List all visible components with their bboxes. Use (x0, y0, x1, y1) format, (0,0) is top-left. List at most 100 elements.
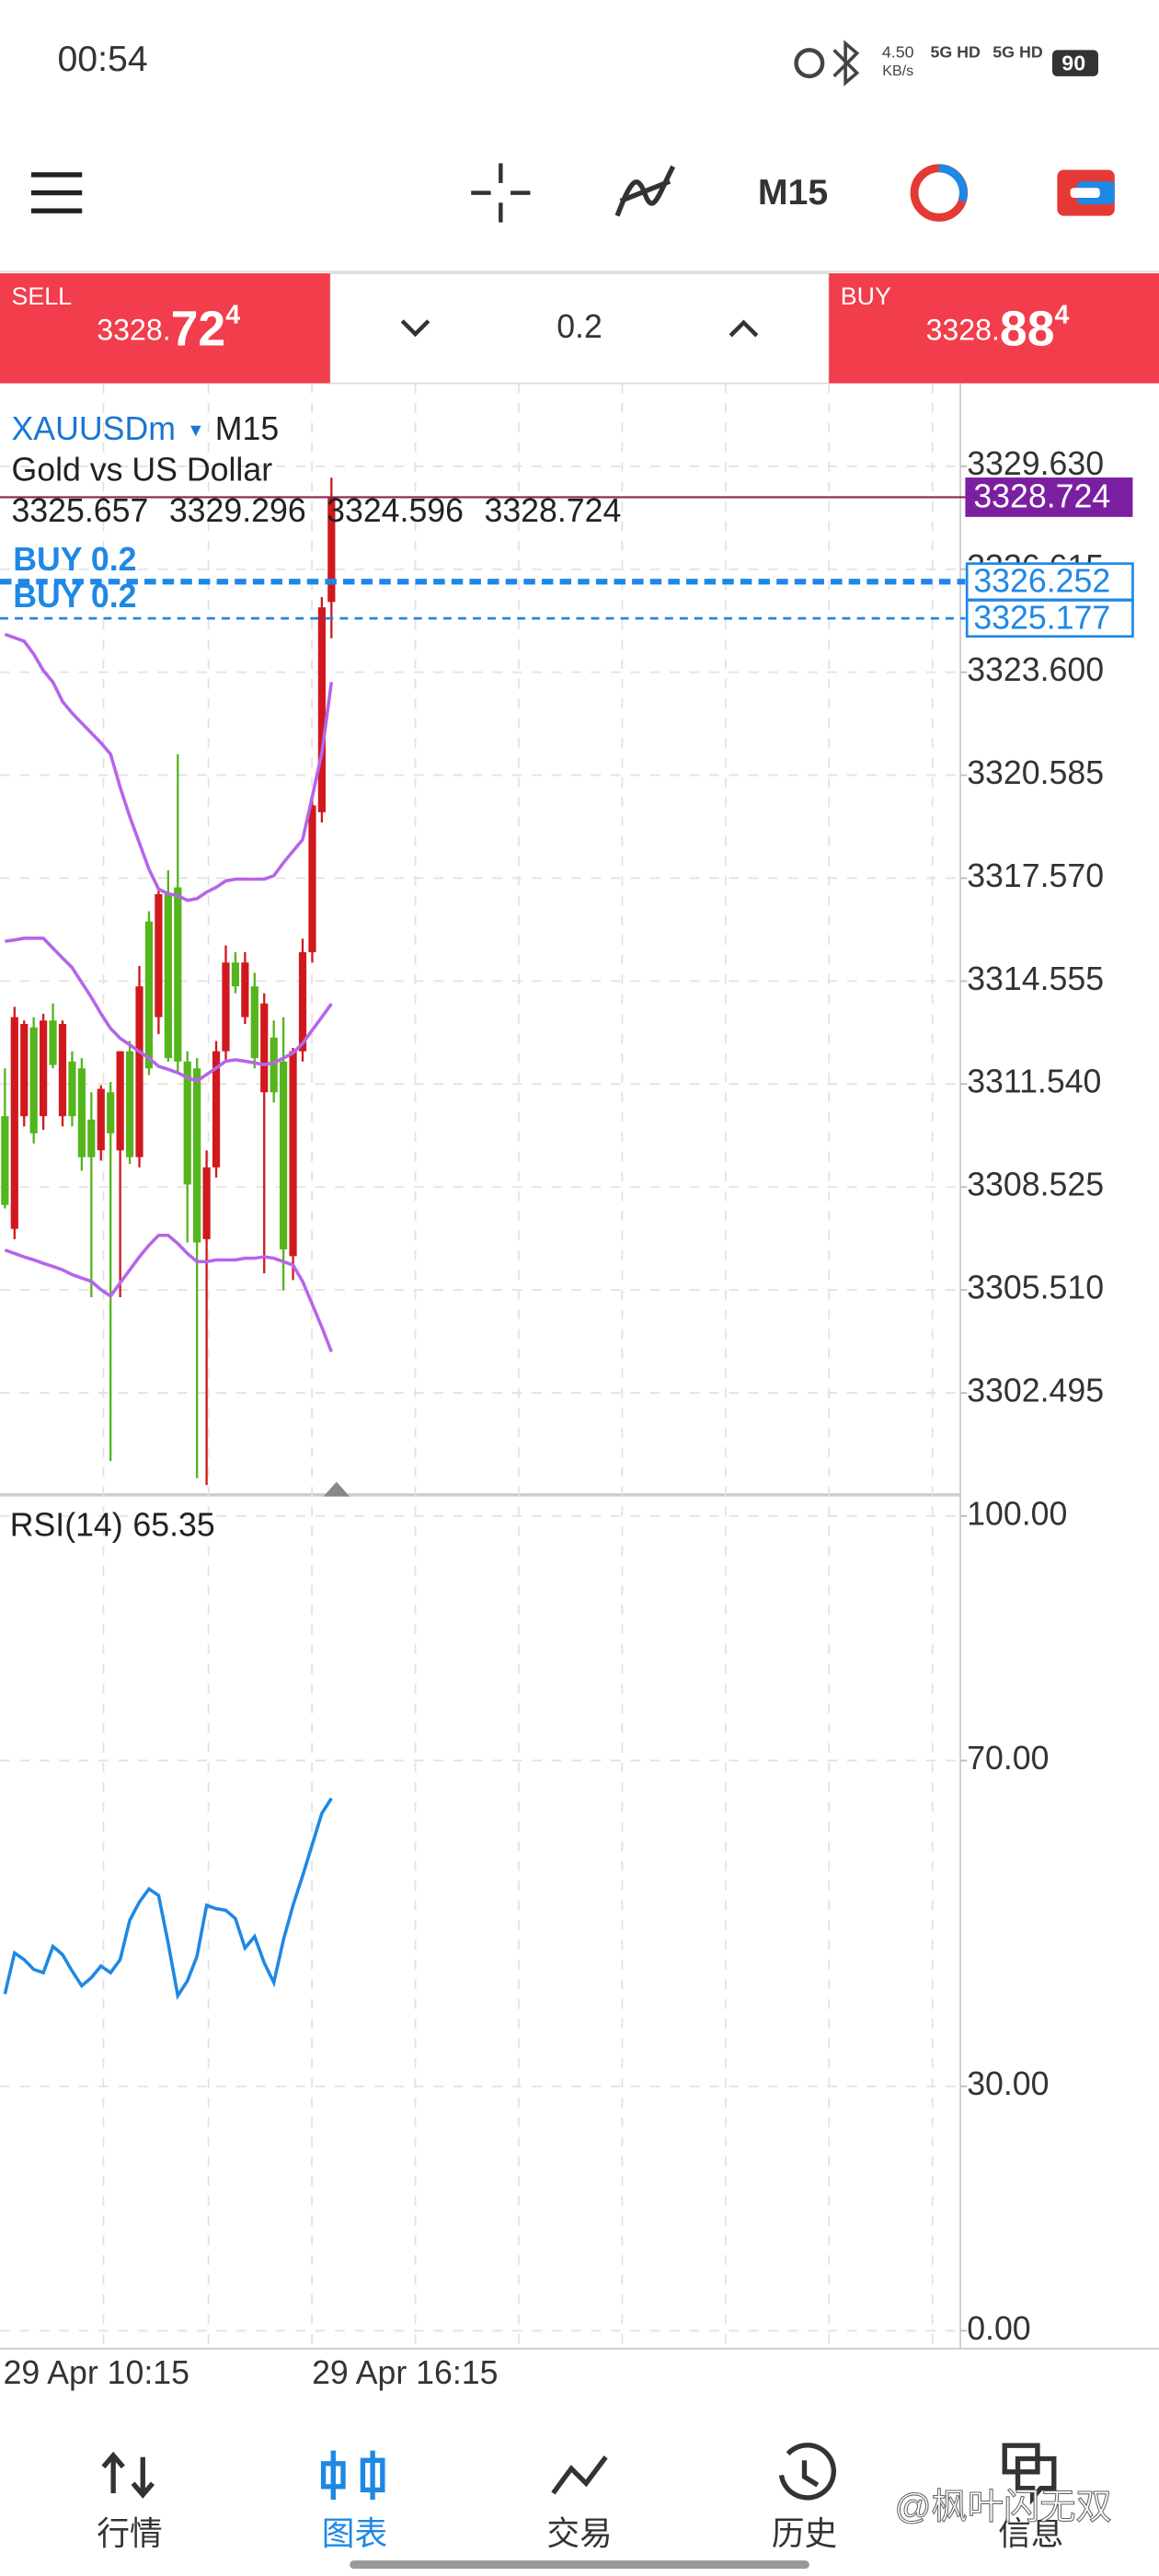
icon-arc (938, 164, 968, 203)
y-tick-label: 3311.540 (967, 1064, 1101, 1100)
candle-body (250, 986, 258, 1059)
candle-body (222, 962, 230, 1052)
rsi-tick-label: 100.00 (967, 1495, 1067, 1532)
buy-button[interactable] (829, 273, 1159, 384)
candle-body (97, 1088, 105, 1151)
volume-value: 0.2 (557, 308, 602, 345)
candle-body (174, 887, 182, 1062)
candle-body (155, 893, 163, 1018)
menu-button[interactable] (30, 172, 83, 213)
candle-body (144, 921, 154, 1069)
sell-price: 3328.724 (97, 300, 240, 356)
nav-item[interactable]: 交易 (546, 2455, 613, 2552)
nav-label: 信息 (998, 2515, 1063, 2552)
price-sup: 4 (225, 300, 240, 329)
nav-label: 历史 (772, 2515, 837, 2552)
crosshair-button[interactable] (471, 163, 531, 223)
icon-bar (1070, 188, 1100, 198)
net-speed: 4.50 (882, 43, 914, 62)
nav-item[interactable]: 历史 (772, 2443, 837, 2552)
nav-label: 行情 (97, 2515, 162, 2552)
rsi-tick-label: 30.00 (967, 2065, 1049, 2102)
price-main: 72 (171, 302, 226, 356)
nav-icon (551, 2455, 608, 2495)
nav-item[interactable]: 行情 (97, 2451, 163, 2552)
candle-body (40, 1020, 48, 1117)
y-tick-label: 3320.585 (967, 754, 1104, 791)
candle-body (58, 1023, 67, 1117)
y-tick-label: 3302.495 (967, 1372, 1104, 1409)
candle-body (164, 893, 172, 1059)
network: 5G HD (930, 43, 981, 62)
candle-body (308, 805, 316, 953)
candle-body (68, 1061, 76, 1117)
volume-up[interactable] (729, 319, 759, 338)
candle-body (289, 1051, 297, 1257)
bluetooth-icon (832, 40, 860, 86)
y-tick-label: 3314.555 (967, 960, 1104, 997)
trade-button[interactable] (1057, 169, 1115, 216)
y-tick-label: 3323.600 (967, 651, 1104, 688)
price-prefix: 3328. (926, 314, 1000, 347)
x-label: 29 Apr 10:15 (4, 2354, 189, 2391)
sell-button[interactable] (0, 273, 330, 384)
battery-level: 90 (1061, 52, 1085, 75)
ohlc-value: 3325.657 (11, 492, 148, 529)
price-label: 3326.252 (973, 562, 1110, 599)
candle-body (317, 607, 326, 812)
nav-icon (1002, 2443, 1057, 2505)
candle-body (231, 962, 240, 987)
ohlc-value: 3329.296 (169, 492, 306, 529)
timeframe-button[interactable]: M15 (758, 172, 828, 213)
nav-item[interactable]: 图表 (320, 2450, 387, 2552)
price-label: 3328.724 (973, 478, 1110, 515)
nav-item[interactable]: 信息 (998, 2443, 1063, 2552)
battery-icon (1051, 50, 1098, 76)
volume-down[interactable] (400, 319, 430, 338)
alarm-icon (794, 48, 825, 79)
y-tick-label: 3329.630 (967, 445, 1104, 482)
ohlc-value: 3328.724 (484, 492, 621, 529)
rsi-header: RSI(14) 65.35 (10, 1507, 215, 1544)
candle-body (183, 1061, 191, 1185)
sell-label: SELL (11, 282, 71, 310)
chart-timeframe: M15 (215, 410, 279, 447)
y-tick-label: 3305.510 (967, 1270, 1104, 1306)
indicator-button[interactable] (614, 165, 676, 217)
y-tick-label: 3317.570 (967, 857, 1104, 894)
candle-body (260, 1003, 269, 1093)
symbol-marker: ▾ (190, 418, 201, 442)
rsi-tick-label: 0.00 (967, 2310, 1030, 2347)
candle-body (327, 497, 336, 603)
rsi-line (3, 1797, 333, 2000)
net-unit: KB/s (882, 63, 913, 79)
candle-body (49, 1020, 57, 1065)
nav-icon (101, 2451, 155, 2499)
bollinger-upper (4, 632, 334, 903)
candle-body (298, 952, 307, 1052)
rsi-label: RSI(14) (10, 1507, 123, 1544)
candle-body (116, 1051, 124, 1151)
panel-handle[interactable] (323, 1481, 350, 1497)
candle-body (107, 1092, 115, 1133)
candle-body (77, 1068, 86, 1157)
y-tick-label: 3308.525 (967, 1167, 1104, 1203)
nav-label: 图表 (322, 2515, 387, 2552)
candle-body (10, 1017, 18, 1229)
candle-body (87, 1119, 96, 1157)
price-label-box (965, 477, 1133, 517)
candle-body (241, 962, 249, 1018)
price-main: 88 (1000, 302, 1055, 356)
ohlc-value: 3324.596 (327, 492, 464, 529)
bottom-nav (0, 2398, 1159, 2576)
account-button[interactable] (910, 164, 969, 222)
order-label: BUY 0.2 (13, 578, 136, 615)
candle-body (270, 1037, 278, 1093)
buy-price: 3328.884 (926, 300, 1070, 356)
order-label: BUY 0.2 (13, 541, 136, 578)
price-label-box (965, 599, 1134, 638)
price-sup: 4 (1054, 300, 1069, 329)
candle-body (29, 1027, 38, 1133)
